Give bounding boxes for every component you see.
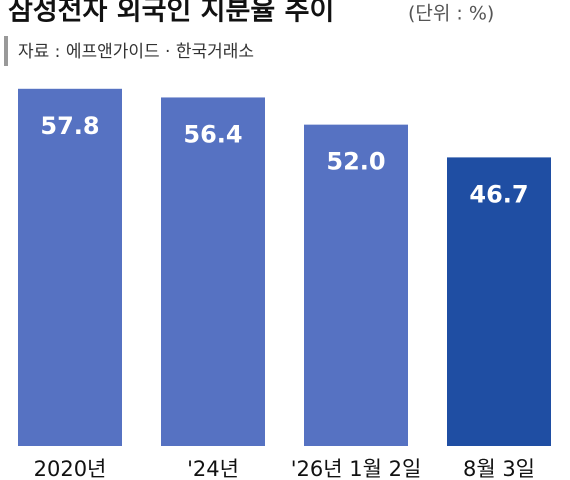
x-tick-label: '26년 1월 2일 bbox=[291, 457, 422, 480]
bar bbox=[447, 157, 551, 447]
chart-title: 삼성전자 외국인 지분율 추이 bbox=[8, 0, 334, 27]
bar bbox=[18, 88, 122, 447]
x-tick-label: 8월 3일 bbox=[463, 457, 535, 480]
bar bbox=[304, 124, 408, 446]
value-label: 46.7 bbox=[469, 180, 528, 208]
value-label: 52.0 bbox=[326, 148, 385, 176]
source: 자료 : 에프앤가이드 · 한국거래소 bbox=[18, 42, 254, 62]
x-tick-label: 2020년 bbox=[34, 457, 107, 480]
unit-note: (단위 : %) bbox=[408, 3, 494, 25]
bar bbox=[161, 97, 265, 446]
source-marker bbox=[4, 36, 8, 66]
value-label: 57.8 bbox=[40, 112, 99, 140]
value-label: 56.4 bbox=[183, 120, 242, 148]
x-tick-label: '24년 bbox=[187, 457, 239, 480]
